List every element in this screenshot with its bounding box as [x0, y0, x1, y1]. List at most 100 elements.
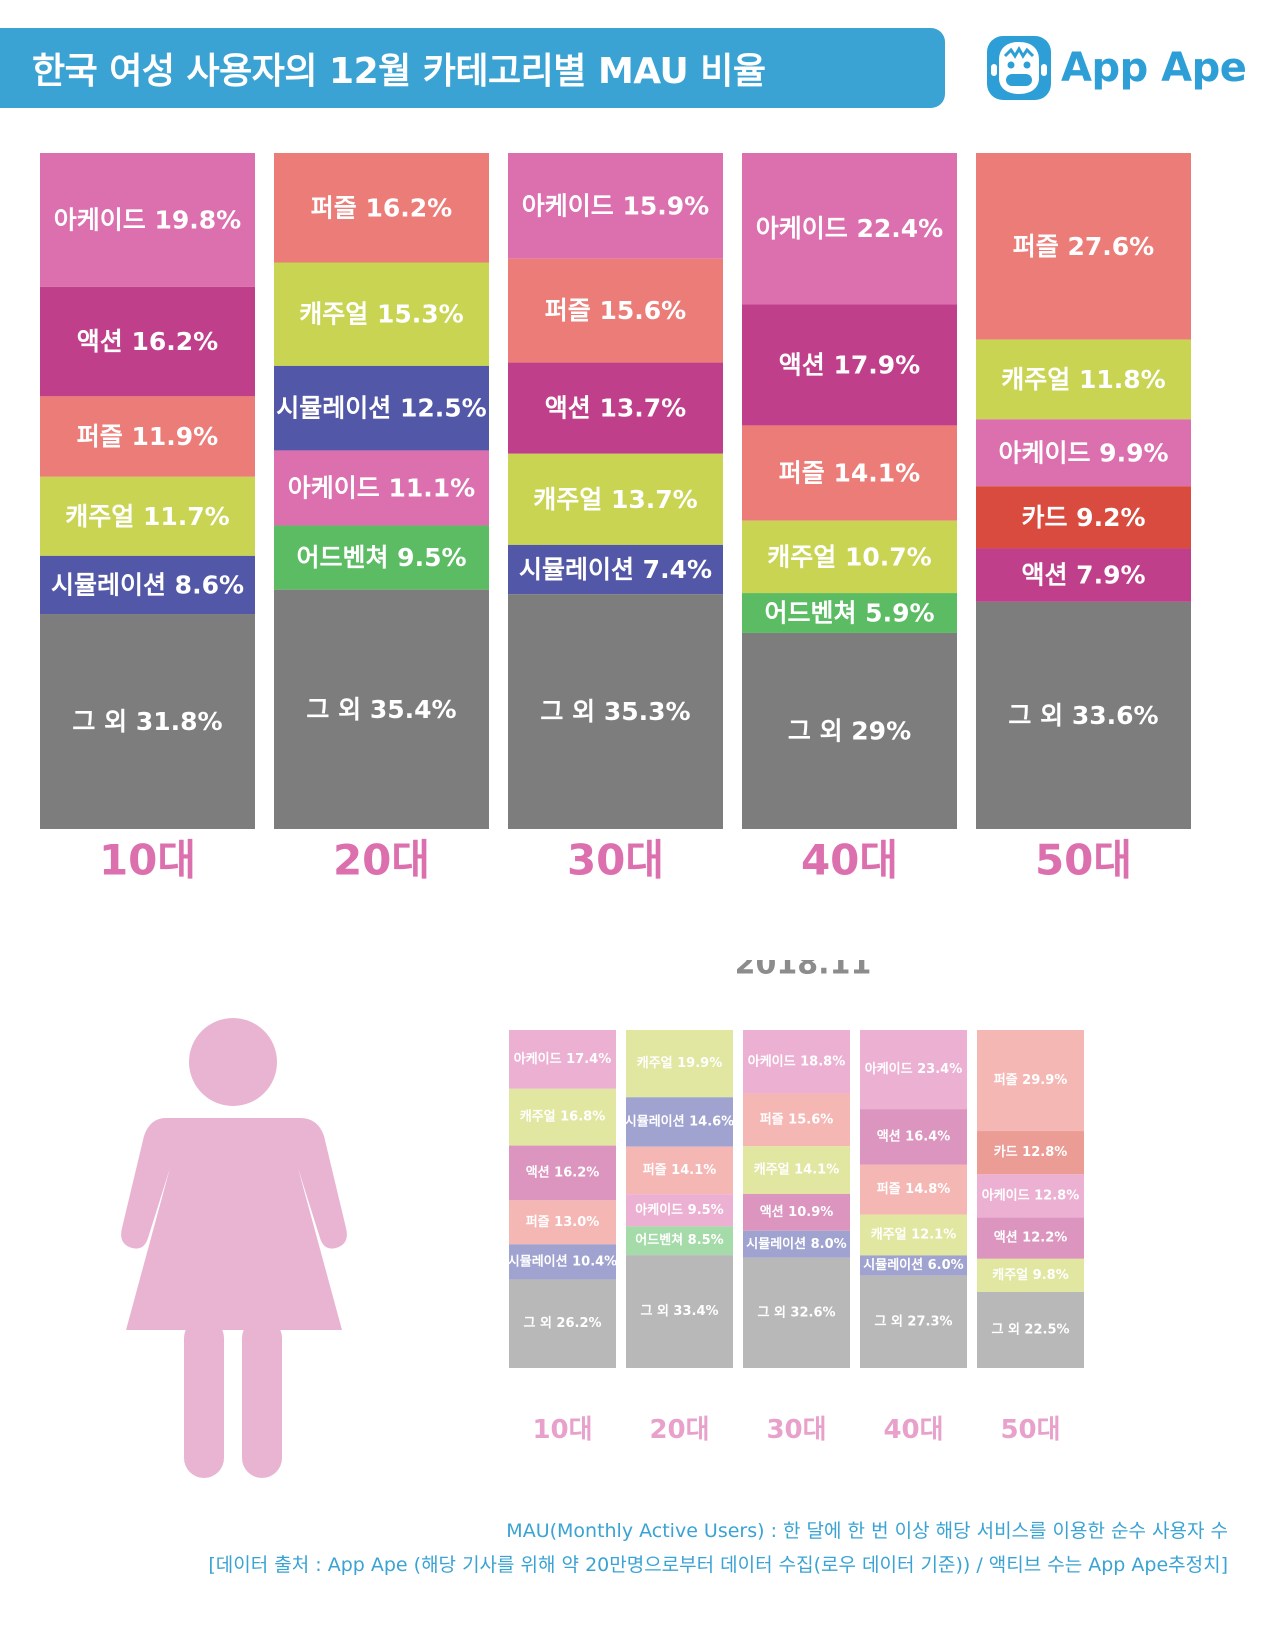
segment-label: 퍼즐 13.0% [526, 1215, 600, 1230]
age-category-label: 40대 [801, 836, 898, 885]
segment-label: 시뮬레이션 7.4% [519, 555, 712, 584]
segment-label: 시뮬레이션 10.4% [508, 1253, 617, 1269]
bar-segment [976, 419, 1191, 487]
bar-segment [977, 1030, 1084, 1132]
footer-notes: MAU(Monthly Active Users) : 한 달에 한 번 이상 … [208, 1514, 1228, 1582]
page-title: 한국 여성 사용자의 12월 카테고리별 MAU 비율 [32, 51, 766, 92]
bar-segment [274, 589, 489, 829]
segment-label: 퍼즐 15.6% [545, 296, 686, 325]
segment-label: 아케이드 9.5% [635, 1202, 723, 1218]
age-category-label: 30대 [567, 836, 664, 885]
bar-segment [743, 1257, 850, 1368]
main-stacked-chart: 아케이드 19.8% 액션 16.2% 퍼즐 11.9% 캐주얼 11.7% 시뮬레이션… [40, 153, 1191, 885]
segment-label: 아케이드 19.8% [54, 205, 241, 234]
bar-segment [977, 1258, 1084, 1292]
segment-label: 퍼즐 27.6% [1013, 232, 1154, 261]
segment-label: 그 외 33.4% [640, 1303, 718, 1319]
segment-label: 퍼즐 11.9% [77, 422, 218, 451]
bar-segment [508, 153, 723, 259]
bar-segment [742, 520, 957, 594]
segment-label: 액션 16.2% [77, 327, 218, 356]
bar-segment [860, 1030, 967, 1110]
bar-segment [40, 286, 255, 397]
segment-label: 캐주얼 16.8% [520, 1110, 606, 1125]
segment-label: 어드벤쳐 5.9% [764, 599, 934, 628]
bar-segment [742, 153, 957, 305]
bar-segment [508, 594, 723, 829]
segment-label: 아케이드 12.8% [982, 1187, 1079, 1203]
segment-label: 그 외 35.4% [306, 695, 456, 724]
bar-segment [40, 476, 255, 556]
segment-label: 아케이드 18.8% [748, 1053, 845, 1069]
age-category-label: 30대 [766, 1415, 826, 1445]
segment-label: 액션 17.9% [779, 350, 920, 379]
segment-label: 시뮬레이션 6.0% [863, 1257, 963, 1273]
segment-label: 그 외 22.5% [991, 1321, 1069, 1337]
bar-segment [40, 614, 255, 829]
age-category-label: 20대 [333, 836, 430, 885]
age-category-label: 20대 [649, 1415, 709, 1445]
bar-segment [860, 1255, 967, 1276]
segment-label: 퍼즐 14.8% [877, 1182, 951, 1197]
bar-segment [976, 153, 1191, 340]
prev-month-stacked-chart: 아케이드 17.4% 캐주얼 16.8% 액션 16.2% 퍼즐 13.0% 시뮬레이션… [508, 960, 1084, 1445]
bar-segment [977, 1291, 1084, 1368]
bar-segment [743, 1030, 850, 1094]
logo-text: App Ape [1061, 45, 1247, 91]
bar-segment [977, 1174, 1084, 1218]
segment-label: 액션 16.2% [526, 1165, 600, 1180]
data-source: [데이터 출처 : App Ape (해당 기사를 위해 약 20만명으로부터 … [208, 1554, 1228, 1576]
segment-label: 캐주얼 11.7% [65, 502, 229, 531]
bar-segment [274, 450, 489, 526]
segment-label: 아케이드 15.9% [522, 191, 709, 220]
bar-segment [509, 1145, 616, 1201]
bar-segment [509, 1088, 616, 1146]
segment-label: 아케이드 11.1% [288, 473, 475, 502]
age-category-label: 50대 [1000, 1415, 1060, 1445]
segment-label: 퍼즐 29.9% [994, 1073, 1068, 1088]
bar-segment [860, 1275, 967, 1368]
segment-label: 퍼즐 15.6% [760, 1112, 834, 1127]
segment-label: 카드 12.8% [994, 1145, 1068, 1160]
segment-label: 액션 12.2% [994, 1231, 1068, 1246]
segment-label: 액션 16.4% [877, 1129, 951, 1144]
segment-label: 액션 10.9% [760, 1205, 834, 1220]
age-category-label: 40대 [883, 1415, 943, 1445]
woman-figure-icon [121, 1018, 347, 1478]
segment-label: 캐주얼 15.3% [299, 300, 463, 329]
bar-segment [274, 262, 489, 366]
bar-segment [509, 1244, 616, 1280]
ape-face-icon [987, 36, 1051, 100]
bar-segment [508, 544, 723, 595]
segment-label: 그 외 33.6% [1008, 701, 1158, 730]
bar-segment [976, 339, 1191, 420]
segment-label: 캐주얼 19.9% [637, 1056, 723, 1071]
age-category-label: 10대 [99, 836, 196, 885]
bar-segment [742, 425, 957, 521]
segment-label: 그 외 27.3% [874, 1313, 952, 1329]
bar-segment [626, 1030, 733, 1098]
bar-segment [977, 1217, 1084, 1259]
bar-segment [743, 1146, 850, 1194]
bar-segment [509, 1200, 616, 1245]
segment-label: 시뮬레이션 8.6% [51, 570, 244, 599]
segment-label: 캐주얼 9.8% [992, 1268, 1068, 1283]
bar-segment [508, 362, 723, 454]
age-category-label: 10대 [532, 1415, 592, 1445]
bar-segment [743, 1093, 850, 1147]
segment-label: 시뮬레이션 12.5% [276, 394, 486, 423]
segment-label: 캐주얼 14.1% [754, 1163, 840, 1178]
segment-label: 액션 13.7% [545, 394, 686, 423]
segment-label: 그 외 29% [788, 716, 911, 745]
bar-segment [977, 1131, 1084, 1175]
bar-segment [40, 153, 255, 287]
segment-label: 시뮬레이션 14.6% [625, 1113, 734, 1129]
segment-label: 그 외 26.2% [523, 1315, 601, 1331]
title-banner: 한국 여성 사용자의 12월 카테고리별 MAU 비율 [0, 28, 945, 108]
bar-segment [626, 1097, 733, 1147]
bar-segment [626, 1226, 733, 1256]
bar-segment [40, 555, 255, 615]
bar-segment [626, 1146, 733, 1195]
bar-segment [40, 396, 255, 477]
segment-label: 아케이드 17.4% [514, 1051, 611, 1067]
